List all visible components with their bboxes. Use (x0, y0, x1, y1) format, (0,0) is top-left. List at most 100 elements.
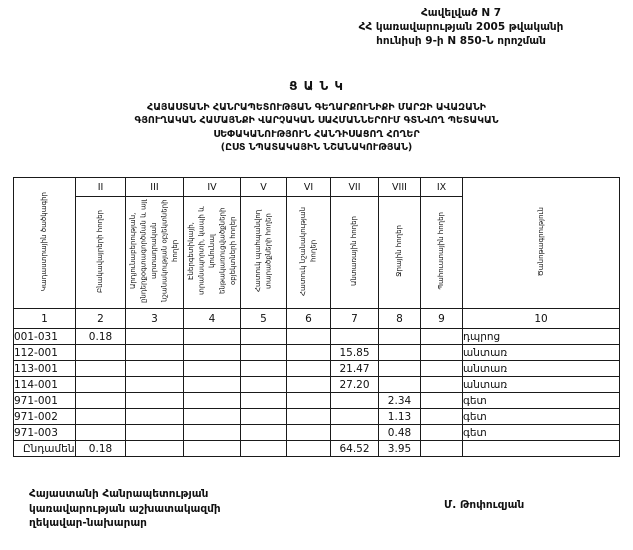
cell-note: անտառ (462, 344, 620, 361)
land-categories-table: Կադաստրային ծածկագիր II III IV V VI VII … (13, 177, 620, 457)
category-header: Ջրային հողեր (395, 225, 404, 277)
appendix-line-1: Հավելված N 7 (420, 7, 502, 19)
column-number: 4 (183, 308, 241, 329)
roman-numeral: IV (183, 177, 241, 197)
total-cell (125, 440, 184, 457)
table-row: 112-001 15.85 անտառ (13, 344, 620, 361)
table-row: 971-003 0.48 գետ (13, 424, 620, 441)
roman-numeral: II (75, 177, 126, 197)
roman-numeral: VI (286, 177, 331, 197)
cell-code: 971-001 (13, 392, 76, 409)
cell-code: 971-002 (13, 408, 76, 425)
table-cell (183, 392, 241, 409)
total-cell: 64.52 (330, 440, 379, 457)
table-cell: 2.34 (378, 392, 421, 409)
table-row: 971-001 2.34 գետ (13, 392, 620, 409)
table-cell (330, 408, 379, 425)
subtitle-line-3: ՍԵՓԱԿԱՆՈՒԹՅՈՒՆ ՀԱՆԴԻՍԱՑՈՂ ՀՈՂԵՐ (213, 128, 420, 140)
cell-code: 001-031 (13, 328, 76, 345)
table-cell (286, 392, 331, 409)
appendix-line-3: հունիսի 9-ի N 850-Ն որոշման (376, 35, 546, 48)
table-cell: 0.18 (75, 328, 126, 345)
category-header-row: Բնակավայրերի հողեր Արդյունաբերության, ըն… (14, 196, 620, 309)
table-cell (420, 408, 463, 425)
table-cell (378, 360, 421, 377)
table-cell (286, 344, 331, 361)
note-header: Ծանոթագրություն (536, 206, 545, 277)
signatory-title-line-2: կառավարության աշխատակազմի (29, 502, 221, 515)
table-cell (286, 328, 331, 345)
category-header-cell: Արդյունաբերության, ընդերքօգտագործման և ա… (125, 196, 184, 309)
roman-numeral: IX (420, 177, 463, 197)
total-cell: 3.95 (378, 440, 421, 457)
table-cell (125, 360, 184, 377)
table-cell (183, 424, 241, 441)
table-cell (125, 424, 184, 441)
column-number: 6 (286, 308, 331, 329)
table-cell (420, 360, 463, 377)
table-cell (240, 392, 287, 409)
total-label: Ընդամենը (13, 440, 76, 457)
table-cell (378, 376, 421, 393)
note-header-cell: Ծանոթագրություն (462, 177, 620, 309)
table-cell (183, 360, 241, 377)
cell-code: 971-003 (13, 424, 76, 441)
table-cell (330, 392, 379, 409)
table-cell (75, 424, 126, 441)
category-header: Հատուկ նշանակության հողեր (299, 206, 318, 296)
column-number: 7 (330, 308, 379, 329)
category-header: Հատուկ պահպանվող տարածքների հողեր (254, 209, 273, 293)
category-header-cell: Հատուկ նշանակության հողեր (286, 196, 331, 309)
total-cell (240, 440, 287, 457)
cell-note: դպրոց (462, 328, 620, 345)
category-header: Արդյունաբերության, ընդերքօգտագործման և ա… (129, 199, 180, 303)
table-row: 113-001 21.47 անտառ (13, 360, 620, 377)
table-cell (125, 376, 184, 393)
table-cell: 1.13 (378, 408, 421, 425)
total-row: Ընդամենը 0.18 64.52 3.95 (13, 440, 620, 457)
table-cell (378, 328, 421, 345)
total-cell (420, 440, 463, 457)
appendix-header: Հավելված N 7 ՀՀ կառավարության 2005 թվակա… (295, 6, 627, 49)
category-header-cell: Էներգետիկայի, տրանսպորտի, կապի և կոմունա… (183, 196, 241, 309)
table-cell (183, 328, 241, 345)
category-header: Էներգետիկայի, տրանսպորտի, կապի և կոմունա… (186, 206, 237, 296)
cell-note: գետ (462, 408, 620, 425)
column-number: 1 (13, 308, 76, 329)
appendix-line-2: ՀՀ կառավարության 2005 թվականի (358, 21, 564, 34)
table-cell (125, 392, 184, 409)
table-cell (240, 360, 287, 377)
column-number-row: 1 2 3 4 5 6 7 8 9 10 (13, 308, 620, 329)
table-cell (330, 424, 379, 441)
category-header-cell: Բնակավայրերի հողեր (75, 196, 126, 309)
cell-code: 113-001 (13, 360, 76, 377)
table-cell (420, 376, 463, 393)
column-number: 9 (420, 308, 463, 329)
table-cell (75, 392, 126, 409)
cadastral-code-header: Կադաստրային ծածկագիր (40, 191, 49, 292)
roman-numeral: V (240, 177, 287, 197)
cell-note: գետ (462, 424, 620, 441)
category-header: Պահուստային հողեր (437, 212, 446, 290)
table-cell (420, 328, 463, 345)
table-cell (420, 344, 463, 361)
table-cell (420, 392, 463, 409)
category-header: Բնակավայրերի հողեր (96, 209, 105, 293)
subtitle-line-4: (ԸՍՏ ՆՊԱՏԱԿԱՅԻՆ ՆՇԱՆԱԿՈՒԹՅԱՆ) (220, 141, 413, 153)
table-cell (75, 376, 126, 393)
table-cell (240, 328, 287, 345)
table-cell (75, 360, 126, 377)
total-cell (462, 440, 620, 457)
cell-note: գետ (462, 392, 620, 409)
subtitle-line-2: ԳՅՈՒՂԱԿԱՆ ՀԱՄԱՅՆՔԻ ՎԱՐՉԱԿԱՆ ՍԱՀՄԱՆՆԵՐՈՒՄ… (134, 115, 499, 127)
signatory-title: Հայաստանի Հանրապետության կառավարության ա… (29, 487, 221, 531)
table-cell (183, 376, 241, 393)
signatory-title-line-1: Հայաստանի Հանրապետության (29, 488, 209, 500)
cell-note: անտառ (462, 360, 620, 377)
table-cell: 15.85 (330, 344, 379, 361)
table-row: 971-002 1.13 գետ (13, 408, 620, 425)
table-cell (240, 344, 287, 361)
table-row: 114-001 27.20 անտառ (13, 376, 620, 393)
table-cell: 0.48 (378, 424, 421, 441)
category-header-cell: Ջրային հողեր (378, 196, 421, 309)
